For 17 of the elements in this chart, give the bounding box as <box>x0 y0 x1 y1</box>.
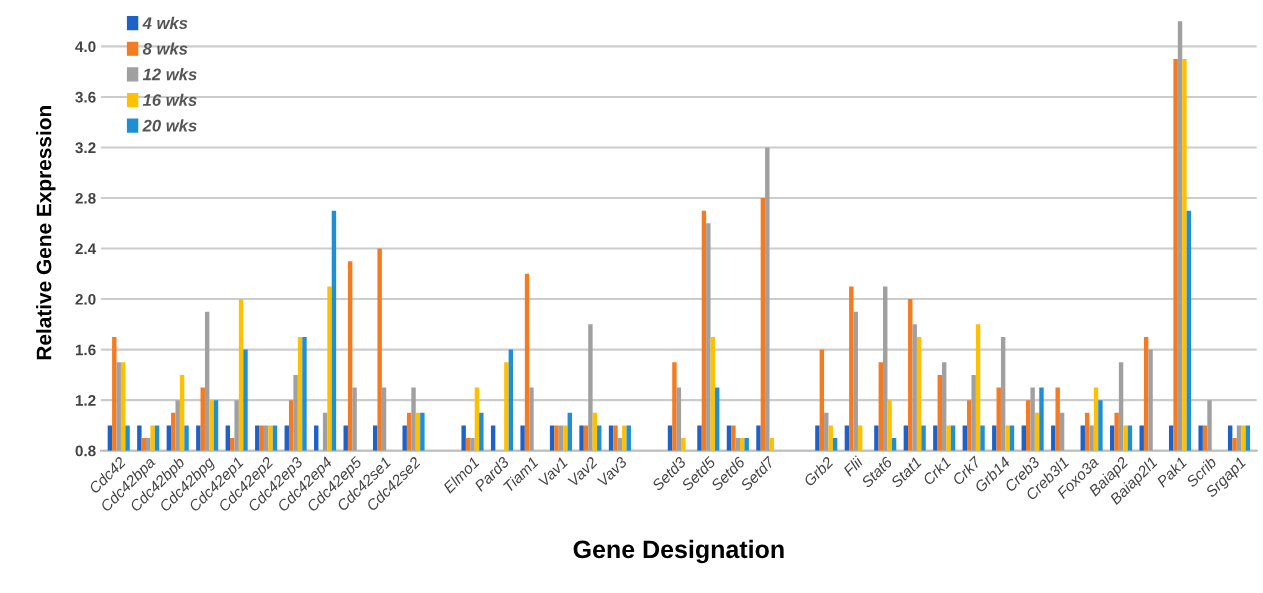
y-tick-label: 3.6 <box>75 91 96 103</box>
y-tick-label: 3.2 <box>75 142 96 154</box>
legend-label: 12 wks <box>142 68 197 81</box>
x-axis-title: Gene Designation <box>573 539 784 564</box>
y-axis-title: Relative Gene Expression <box>36 106 56 360</box>
y-tick-label: 1.6 <box>75 344 96 356</box>
legend-label: 20 wks <box>142 119 197 132</box>
y-tick-label: 2.4 <box>75 243 97 255</box>
y-tick-label: 1.2 <box>75 395 96 406</box>
y-tick-label: 4.0 <box>75 41 96 53</box>
y-tick-label: 2.0 <box>75 293 96 305</box>
legend-label: 16 wks <box>142 93 197 106</box>
legend-label: 4 wks <box>142 16 188 30</box>
legend-label: 8 wks <box>142 42 188 55</box>
y-tick-label: 0.8 <box>75 445 96 457</box>
y-tick-label: 2.8 <box>75 192 96 204</box>
x-tick-label: Flii <box>842 455 864 477</box>
